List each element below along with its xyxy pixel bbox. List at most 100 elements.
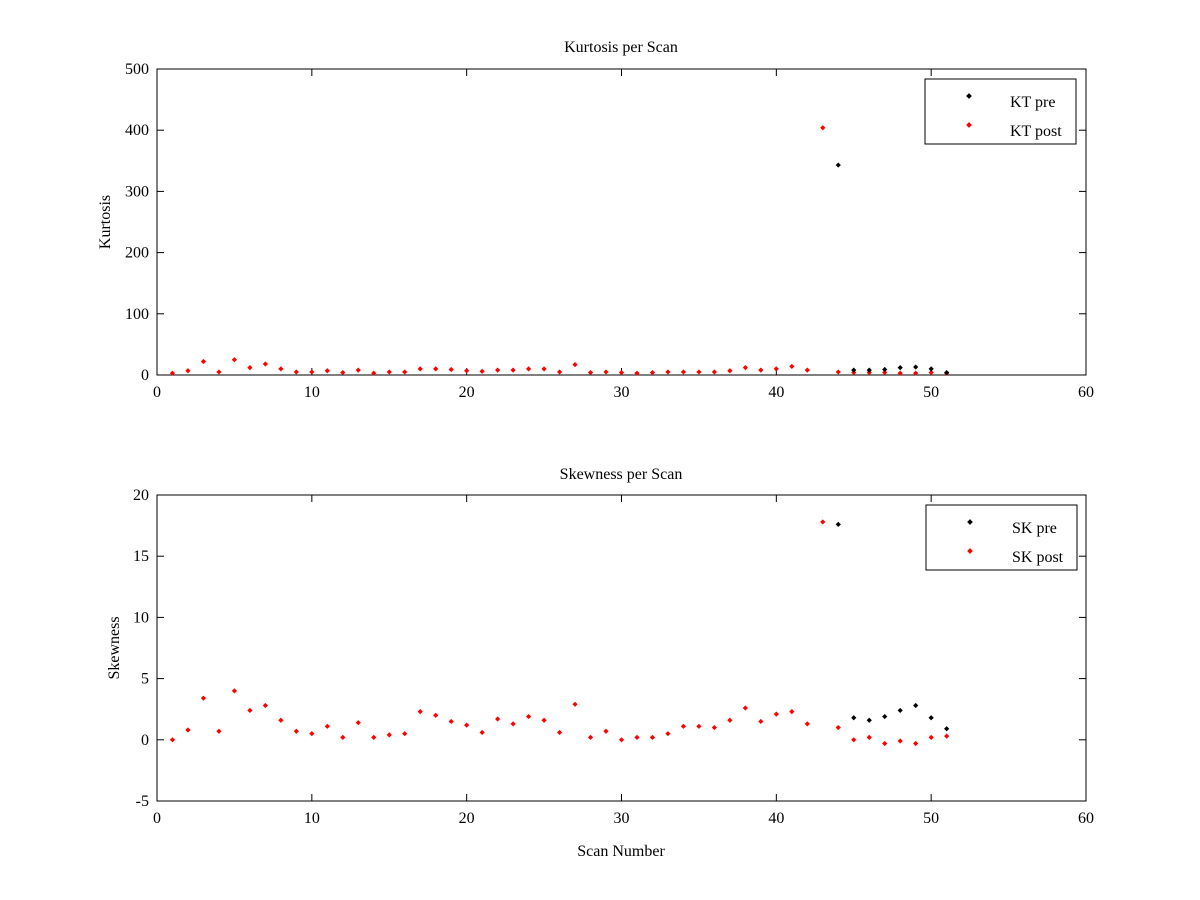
x-tick-label: 0 <box>153 810 161 827</box>
point-sk-post <box>340 734 346 740</box>
point-sk-post <box>216 728 222 734</box>
x-tick-label: 10 <box>304 384 320 401</box>
point-kt-post <box>340 369 346 376</box>
point-sk-pre <box>866 717 872 723</box>
point-sk-pre <box>851 715 857 721</box>
point-kt-post <box>758 367 764 373</box>
point-kt-post <box>433 366 439 372</box>
y-tick-label: 20 <box>133 487 149 504</box>
point-kt-post <box>169 370 176 376</box>
point-kt-post <box>293 369 299 375</box>
point-kt-post <box>402 369 408 375</box>
y-tick-label: 500 <box>125 61 149 78</box>
point-sk-post <box>572 701 578 707</box>
x-tick-label: 30 <box>614 384 630 401</box>
point-sk-post <box>247 707 253 714</box>
point-sk-post <box>464 722 470 728</box>
point-kt-post <box>913 370 919 376</box>
point-sk-post <box>742 705 748 711</box>
x-tick-label: 60 <box>1078 384 1094 401</box>
point-kt-post <box>649 369 656 376</box>
x-tick-label: 10 <box>304 810 320 827</box>
point-kt-post <box>464 368 470 374</box>
point-kt-pre <box>913 364 919 370</box>
x-tick-label: 20 <box>459 810 475 827</box>
point-sk-post <box>479 729 485 736</box>
point-kt-pre <box>944 369 950 376</box>
point-sk-post <box>262 702 268 709</box>
point-sk-post <box>820 519 826 525</box>
point-kt-post <box>587 369 594 376</box>
point-sk-post <box>556 729 563 736</box>
point-sk-pre <box>882 713 888 720</box>
legend-marker-sk-pre <box>967 519 973 525</box>
point-kt-post <box>386 369 392 375</box>
point-kt-post <box>711 369 717 375</box>
x-tick-label: 50 <box>923 810 939 827</box>
point-kt-post <box>665 369 671 375</box>
point-sk-post <box>758 718 764 725</box>
point-kt-post <box>541 366 547 372</box>
point-sk-post <box>882 740 888 747</box>
skewness-plot: Skewness per Scan Skewness Scan Number 0… <box>106 466 1094 860</box>
point-sk-post <box>293 728 299 734</box>
y-tick-label: 400 <box>125 122 149 139</box>
point-sk-pre <box>944 726 950 732</box>
point-kt-pre <box>866 367 872 373</box>
legend-label-sk-post: SK post <box>1012 549 1064 566</box>
point-sk-post <box>618 737 625 743</box>
point-sk-post <box>680 723 687 729</box>
y-tick-label: 300 <box>125 183 149 200</box>
point-kt-post <box>371 370 377 376</box>
point-sk-post <box>448 718 454 725</box>
legend: KT pre KT post <box>924 78 1077 145</box>
point-kt-post <box>324 368 330 374</box>
point-sk-post <box>804 721 810 727</box>
point-kt-post <box>882 369 888 376</box>
legend-label-kt-post: KT post <box>1010 123 1062 140</box>
point-kt-pre <box>928 366 934 372</box>
point-sk-post <box>433 712 439 718</box>
point-kt-post <box>556 369 563 375</box>
point-kt-post <box>897 370 903 376</box>
point-kt-pre <box>835 162 841 168</box>
point-kt-post <box>804 367 810 373</box>
x-tick-label: 20 <box>459 384 475 401</box>
point-sk-post <box>913 740 919 747</box>
point-kt-post <box>355 367 361 373</box>
point-sk-post <box>928 734 934 740</box>
x-axis-label: Scan Number <box>577 843 665 860</box>
legend-marker-kt-pre <box>966 93 972 99</box>
point-kt-post <box>479 368 485 374</box>
point-kt-post <box>309 369 315 375</box>
point-sk-post <box>200 695 207 701</box>
point-sk-post <box>355 720 361 726</box>
point-kt-post <box>773 366 779 372</box>
point-sk-post <box>649 734 656 740</box>
data-marks <box>169 125 950 376</box>
point-kt-post <box>231 357 238 363</box>
x-tick-label: 50 <box>923 384 939 401</box>
chart-title: Skewness per Scan <box>560 466 683 483</box>
point-sk-post <box>603 728 609 734</box>
x-tick-label: 30 <box>614 810 630 827</box>
point-sk-post <box>495 716 501 722</box>
point-sk-post <box>665 731 671 737</box>
point-kt-post <box>247 365 253 371</box>
point-sk-post <box>386 732 392 738</box>
point-sk-pre <box>913 702 919 709</box>
point-sk-post <box>727 717 733 723</box>
x-tick-label: 60 <box>1078 810 1094 827</box>
point-sk-post <box>231 688 238 694</box>
point-kt-post <box>618 369 625 376</box>
y-axis-label: Skewness <box>106 616 123 679</box>
point-sk-post <box>851 737 857 743</box>
y-tick-label: 5 <box>141 671 149 688</box>
y-tick-label: -5 <box>136 793 149 810</box>
point-sk-post <box>696 723 702 729</box>
legend-marker-sk-post <box>967 548 973 554</box>
y-tick-label: 200 <box>125 245 149 262</box>
x-tick-label: 40 <box>768 384 784 401</box>
point-kt-post <box>789 363 795 370</box>
point-sk-post <box>866 734 872 740</box>
